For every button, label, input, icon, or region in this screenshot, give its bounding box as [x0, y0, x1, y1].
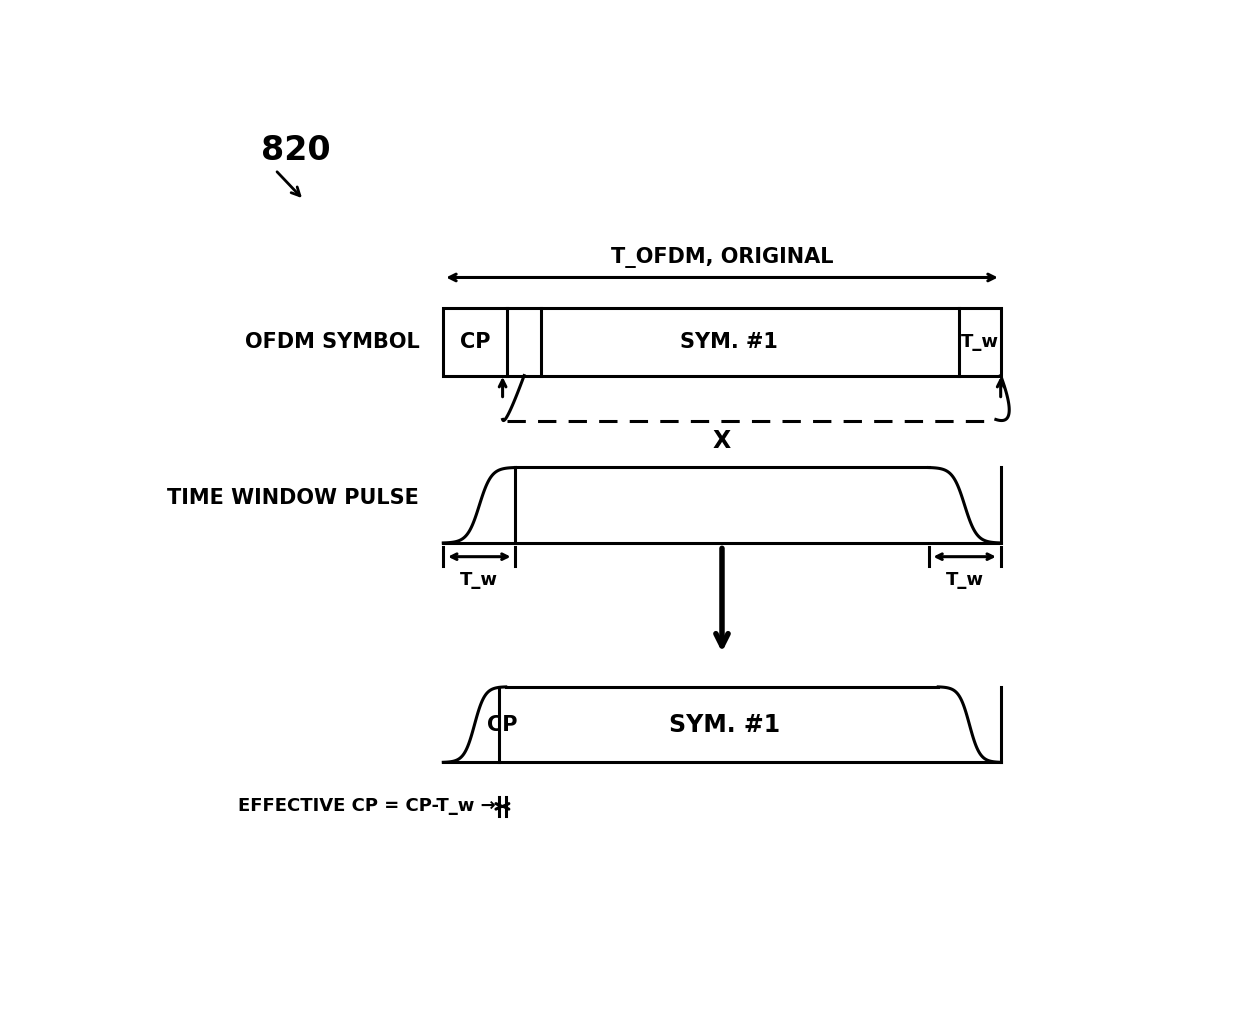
Bar	[444, 308, 1001, 376]
Text: T_OFDM, ORIGINAL: T_OFDM, ORIGINAL	[611, 247, 833, 268]
Text: T_w: T_w	[460, 571, 498, 589]
Text: EFFECTIVE CP = CP-T_w →: EFFECTIVE CP = CP-T_w →	[238, 798, 496, 815]
Text: X: X	[713, 429, 732, 453]
Text: CP: CP	[460, 332, 491, 351]
Text: T_w: T_w	[946, 571, 983, 589]
Text: TIME WINDOW PULSE: TIME WINDOW PULSE	[167, 488, 419, 508]
Text: 820: 820	[260, 135, 330, 167]
Text: T_w: T_w	[961, 333, 998, 351]
Text: SYM. #1: SYM. #1	[680, 332, 777, 351]
Text: SYM. #1: SYM. #1	[670, 713, 780, 737]
Text: OFDM SYMBOL: OFDM SYMBOL	[244, 332, 419, 351]
Text: CP: CP	[487, 715, 517, 735]
